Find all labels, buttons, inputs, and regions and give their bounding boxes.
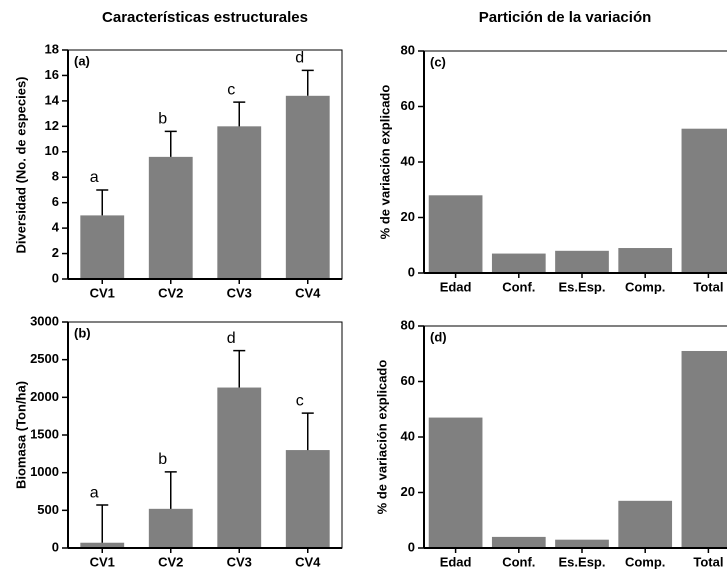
y-axis-label: Biomasa (Ton/ha) — [13, 381, 28, 489]
bar — [681, 128, 727, 273]
y-tick-label: 16 — [45, 67, 59, 82]
significance-letter: d — [227, 330, 236, 347]
x-tick-label: Total — [693, 554, 723, 569]
bar — [148, 508, 193, 548]
bar — [217, 126, 262, 279]
significance-letter: d — [295, 50, 304, 67]
column-title: Partición de la variación — [479, 9, 652, 26]
column-title: Características estructurales — [102, 9, 308, 26]
panel-label: (c) — [430, 54, 446, 69]
bar — [491, 253, 546, 273]
bar — [618, 248, 673, 273]
bar — [80, 215, 125, 279]
y-axis-label: % de variación explicado — [377, 85, 392, 240]
y-tick-label: 2 — [52, 245, 59, 260]
y-axis-label: % de variación explicado — [374, 360, 389, 515]
x-tick-label: Es.Esp. — [559, 279, 606, 294]
panel-label: (b) — [74, 325, 91, 340]
y-tick-label: 14 — [45, 92, 60, 107]
significance-letter: c — [227, 81, 235, 98]
y-tick-label: 2500 — [30, 351, 59, 366]
panel-label: (d) — [430, 329, 447, 344]
bar — [148, 156, 193, 279]
error-bar — [96, 189, 109, 216]
bar — [80, 542, 125, 548]
y-tick-label: 0 — [52, 270, 59, 285]
bar — [428, 195, 483, 273]
x-tick-label: Conf. — [502, 279, 535, 294]
y-axis-label: Diversidad (No. de especies) — [13, 76, 28, 253]
bar — [285, 95, 330, 279]
x-tick-label: CV2 — [158, 554, 183, 569]
bar — [555, 250, 609, 273]
y-tick-label: 1500 — [30, 426, 59, 441]
error-bar — [301, 69, 314, 96]
x-tick-label: Comp. — [625, 554, 665, 569]
y-tick-label: 8 — [52, 169, 59, 184]
y-tick-label: 20 — [401, 484, 415, 499]
y-tick-label: 6 — [52, 194, 59, 209]
error-bar — [96, 504, 109, 543]
y-tick-label: 12 — [45, 118, 59, 133]
significance-letter: a — [90, 169, 99, 186]
y-tick-label: 1000 — [30, 464, 59, 479]
error-bar — [233, 101, 246, 127]
y-tick-label: 2000 — [30, 389, 59, 404]
y-tick-label: 10 — [45, 143, 59, 158]
y-tick-label: 80 — [401, 42, 415, 57]
x-tick-label: Edad — [440, 279, 472, 294]
error-bar — [164, 471, 177, 509]
x-tick-label: CV1 — [90, 554, 115, 569]
error-bar — [164, 130, 177, 157]
y-tick-label: 500 — [37, 502, 59, 517]
bar — [285, 450, 330, 548]
bar — [491, 536, 546, 548]
x-tick-label: Comp. — [625, 279, 665, 294]
bar — [555, 539, 609, 548]
y-tick-label: 3000 — [30, 313, 59, 328]
bar — [681, 350, 727, 548]
y-tick-label: 60 — [401, 373, 415, 388]
x-tick-label: Es.Esp. — [559, 554, 606, 569]
x-tick-label: CV2 — [158, 285, 183, 300]
y-tick-label: 60 — [401, 98, 415, 113]
significance-letter: b — [158, 111, 167, 128]
y-tick-label: 18 — [45, 41, 59, 56]
x-tick-label: Edad — [440, 554, 472, 569]
significance-letter: c — [296, 392, 304, 409]
y-tick-label: 4 — [52, 220, 60, 235]
error-bar — [233, 349, 246, 388]
y-tick-label: 20 — [401, 209, 415, 224]
x-tick-label: CV4 — [295, 285, 321, 300]
y-tick-label: 40 — [401, 153, 415, 168]
x-tick-label: CV4 — [295, 554, 321, 569]
significance-letter: a — [90, 484, 99, 501]
bar — [217, 387, 262, 548]
x-tick-label: CV1 — [90, 285, 115, 300]
y-tick-label: 0 — [408, 264, 415, 279]
panel-label: (a) — [74, 53, 90, 68]
bar — [618, 500, 673, 548]
bar — [428, 417, 483, 548]
x-tick-label: Conf. — [502, 554, 535, 569]
x-tick-label: Total — [693, 279, 723, 294]
y-tick-label: 80 — [401, 317, 415, 332]
significance-letter: b — [158, 451, 167, 468]
y-tick-label: 0 — [408, 539, 415, 554]
error-bar — [301, 412, 314, 451]
y-tick-label: 0 — [52, 539, 59, 554]
y-tick-label: 40 — [401, 428, 415, 443]
x-tick-label: CV3 — [227, 285, 252, 300]
x-tick-label: CV3 — [227, 554, 252, 569]
